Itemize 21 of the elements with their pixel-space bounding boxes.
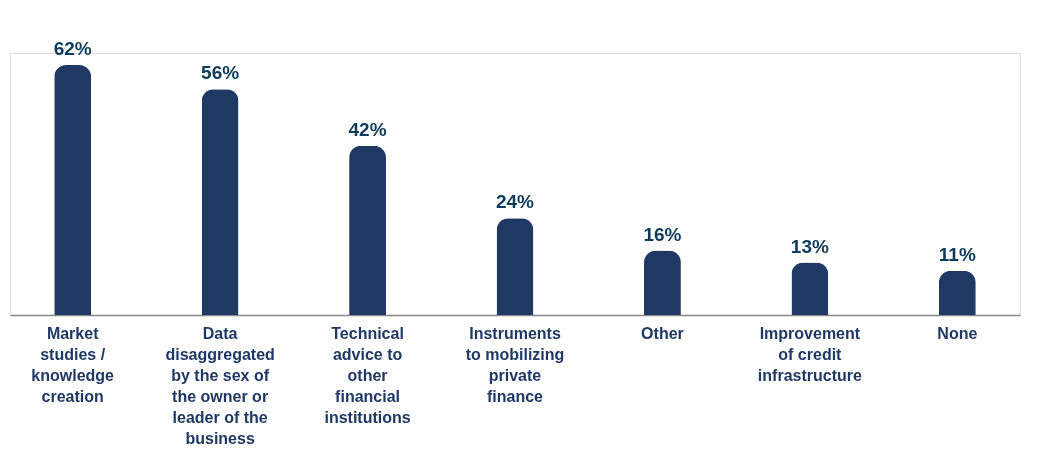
bar bbox=[349, 145, 386, 315]
data-label: 13% bbox=[790, 235, 830, 257]
bar bbox=[791, 262, 829, 315]
x-tick-label: Other bbox=[641, 324, 684, 342]
x-tick-label: Data disaggregated by the sex of the owner or leader of the business bbox=[165, 324, 275, 447]
data-label: 11% bbox=[938, 243, 976, 265]
bar bbox=[496, 218, 534, 315]
x-tick-label: Market studies / knowledge creation bbox=[31, 324, 115, 405]
bar bbox=[644, 250, 681, 315]
bar bbox=[201, 89, 239, 315]
x-tick-label: Instruments to mobilizing private finance bbox=[465, 324, 565, 405]
data-label: 62% bbox=[53, 38, 92, 60]
x-tick-label: None bbox=[937, 324, 978, 342]
data-label: 42% bbox=[348, 118, 387, 140]
bar bbox=[54, 65, 92, 315]
bar bbox=[938, 270, 976, 315]
data-label: 24% bbox=[495, 191, 535, 213]
x-tick-label: Technical advice to other financial institutions bbox=[324, 324, 411, 426]
data-label: 16% bbox=[643, 223, 682, 245]
data-label: 56% bbox=[201, 62, 240, 84]
x-tick-label: Improvement of credit infrastructure bbox=[757, 324, 862, 384]
